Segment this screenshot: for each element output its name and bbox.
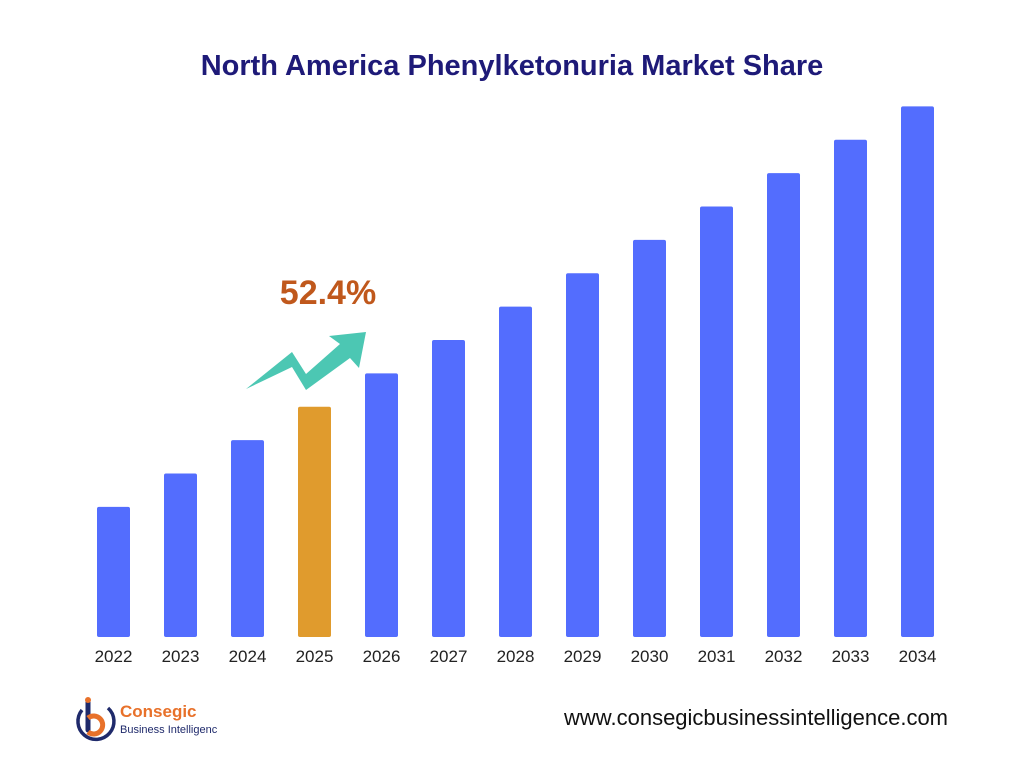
bar-2033 <box>834 139 867 637</box>
trend-arrow-icon <box>246 332 366 390</box>
logo-subtitle: Business Intelligenc <box>120 724 218 736</box>
bar-2022 <box>97 506 130 637</box>
x-tick-label-2023: 2023 <box>162 647 200 666</box>
x-tick-label-2025: 2025 <box>296 647 334 666</box>
bar-2025 <box>298 406 331 637</box>
x-tick-label-2031: 2031 <box>698 647 736 666</box>
bar-chart: 2022 2023 2024 2025 2026 2027 2028 2029 2030 2031… <box>95 106 937 666</box>
bar-2024 <box>231 440 264 637</box>
website-url[interactable]: www.consegicbusinessintelligence.com <box>564 705 948 730</box>
consegic-logo-icon <box>76 697 116 742</box>
bar-2027 <box>432 339 465 637</box>
bar-2030 <box>633 239 666 637</box>
logo-name: Consegic <box>120 702 197 721</box>
x-tick-label-2032: 2032 <box>765 647 803 666</box>
x-tick-label-2033: 2033 <box>832 647 870 666</box>
bar-2031 <box>700 206 733 637</box>
x-tick-label-2029: 2029 <box>564 647 602 666</box>
x-tick-label-2026: 2026 <box>363 647 401 666</box>
x-tick-label-2022: 2022 <box>95 647 133 666</box>
bar-2032 <box>767 173 800 637</box>
x-tick-labels: 2022 2023 2024 2025 2026 2027 2028 2029 2030 2031… <box>95 647 937 666</box>
x-tick-label-2028: 2028 <box>497 647 535 666</box>
bar-2028 <box>499 306 532 637</box>
x-tick-label-2030: 2030 <box>631 647 669 666</box>
consegic-logo: Consegic Business Intelligenc <box>74 696 244 746</box>
growth-annotation: 52.4% <box>246 274 376 390</box>
bar-2029 <box>566 273 599 637</box>
chart-title: North America Phenylketonuria Market Sha… <box>200 50 824 82</box>
annotation-label: 52.4% <box>280 274 376 312</box>
x-tick-label-2024: 2024 <box>229 647 267 666</box>
bar-2034 <box>901 106 934 637</box>
x-tick-label-2027: 2027 <box>430 647 468 666</box>
x-tick-label-2034: 2034 <box>899 647 937 666</box>
bar-2026 <box>365 373 398 637</box>
bars-group <box>97 106 934 637</box>
bar-2023 <box>164 473 197 637</box>
